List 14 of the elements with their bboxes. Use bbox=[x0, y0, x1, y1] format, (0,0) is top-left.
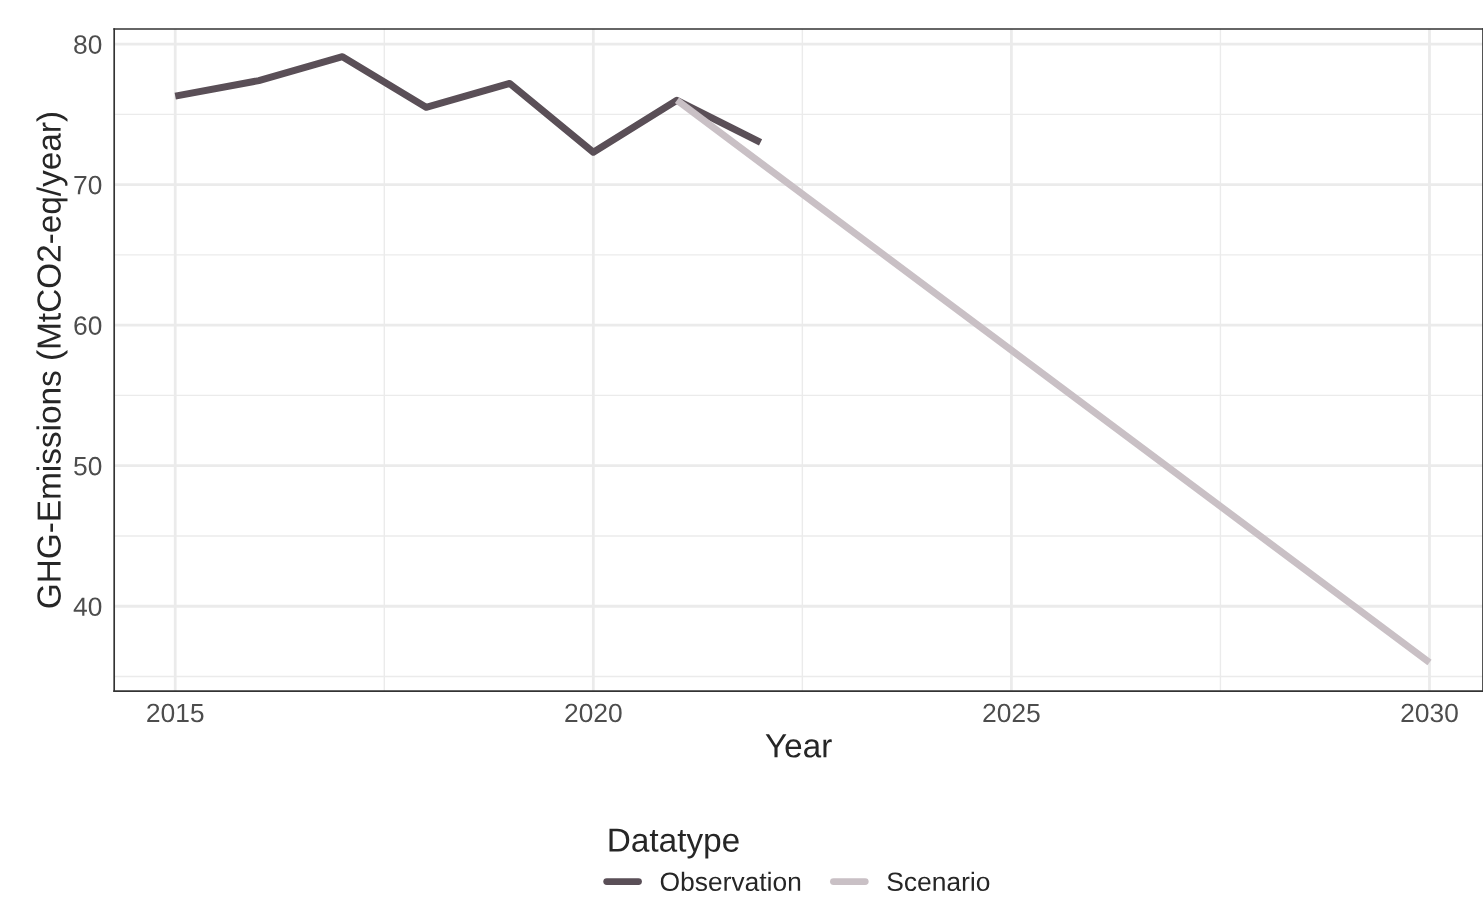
y-tick-label: 80 bbox=[74, 35, 102, 54]
legend-label: Observation bbox=[660, 871, 801, 892]
y-tick-label: 60 bbox=[74, 316, 102, 335]
y-tick-label: 70 bbox=[74, 175, 102, 195]
x-axis-title: Year bbox=[765, 734, 832, 758]
legend-label: Scenario bbox=[887, 871, 990, 892]
y-tick-label: 40 bbox=[73, 597, 102, 617]
x-tick-label: 2030 bbox=[1401, 703, 1458, 723]
y-tick-label: 50 bbox=[74, 456, 102, 476]
legend-title: Datatype bbox=[609, 828, 739, 859]
x-tick-label: 2025 bbox=[983, 703, 1040, 723]
x-tick-label: 2020 bbox=[565, 703, 622, 723]
y-axis-title: GHG-Emissions (MtCO2-eq/year) bbox=[36, 113, 68, 608]
x-tick-label: 2015 bbox=[147, 703, 204, 723]
